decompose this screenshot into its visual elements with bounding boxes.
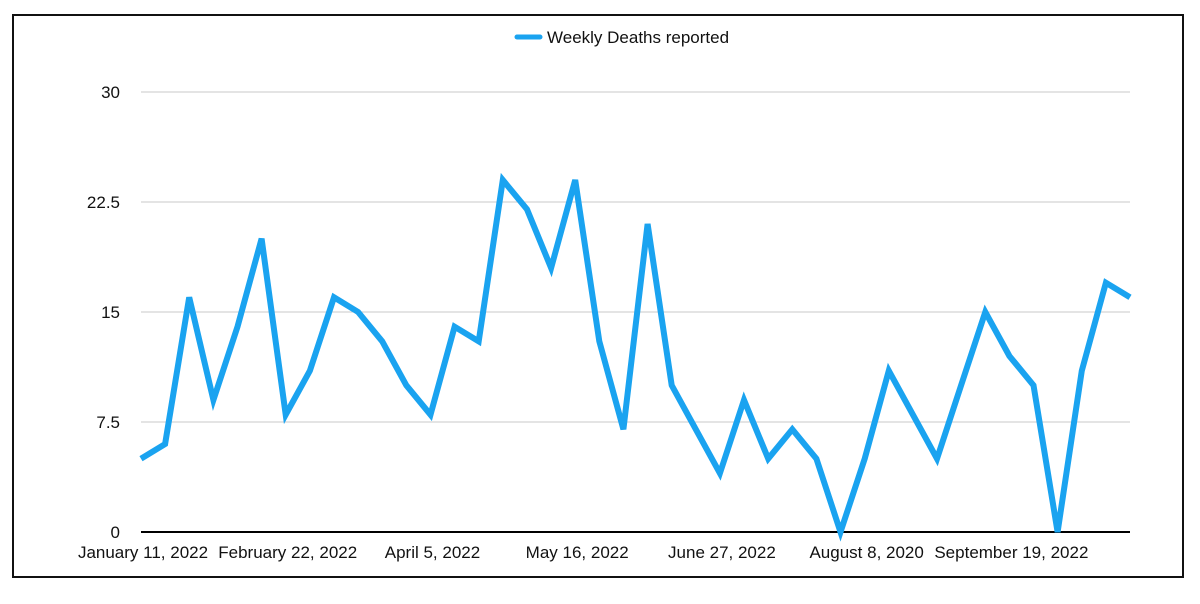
x-tick-label: June 27, 2022 [668,543,776,562]
x-tick-label: May 16, 2022 [526,543,629,562]
x-tick-label: September 19, 2022 [934,543,1088,562]
chart-frame [12,14,1184,578]
x-tick-label: April 5, 2022 [385,543,480,562]
y-tick-label: 15 [101,303,120,322]
y-tick-label: 22.5 [87,193,120,212]
x-tick-label: January 11, 2022 [78,543,208,562]
grid-lines [141,91,1130,533]
y-axis-ticks: 0 7.5 15 22.5 30 [87,83,120,542]
y-tick-label: 30 [101,83,120,102]
y-tick-label: 0 [111,523,120,542]
series-line-weekly-deaths [139,172,1132,542]
x-tick-label: February 22, 2022 [218,543,357,562]
x-axis-ticks: January 11, 2022 February 22, 2022 April 5… [78,543,1088,562]
y-tick-label: 7.5 [96,413,120,432]
legend-label: Weekly Deaths reported [547,28,729,47]
x-tick-label: August 8, 2020 [809,543,923,562]
legend: Weekly Deaths reported [514,28,729,47]
series-layer [139,172,1132,542]
